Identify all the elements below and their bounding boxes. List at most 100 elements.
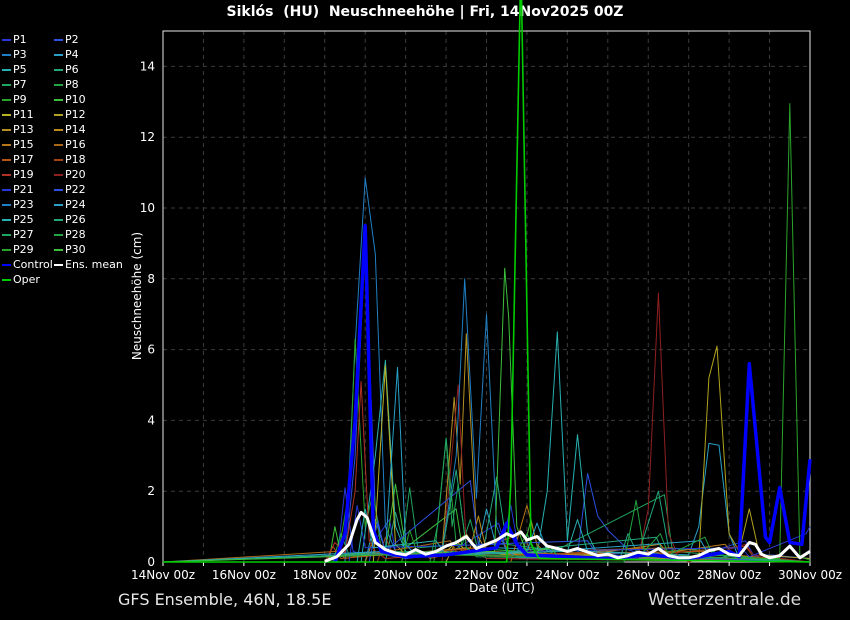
series-p22 <box>163 480 811 563</box>
x-tick-label: 16Nov 00z <box>212 568 276 582</box>
legend-label: P29 <box>13 243 34 256</box>
legend-swatch <box>54 233 63 236</box>
legend-label: P15 <box>13 138 34 151</box>
legend-item-p14: P14 <box>54 122 123 137</box>
legend-swatch <box>54 263 63 266</box>
legend-label: P14 <box>65 123 86 136</box>
series-control <box>333 223 812 563</box>
legend-item-p6: P6 <box>54 62 123 77</box>
legend-item-p10: P10 <box>54 92 123 107</box>
legend-swatch <box>2 203 11 206</box>
legend-label: P17 <box>13 153 34 166</box>
legend-item-p18: P18 <box>54 152 123 167</box>
x-tick-label: 18Nov 00z <box>293 568 357 582</box>
legend-item-oper: Oper <box>2 272 54 287</box>
legend-label: P11 <box>13 108 34 121</box>
legend-label: P2 <box>65 33 79 46</box>
series-oper <box>163 0 811 563</box>
legend-label: P16 <box>65 138 86 151</box>
legend-label: P10 <box>65 93 86 106</box>
legend-label: P1 <box>13 33 27 46</box>
legend-item-p23: P23 <box>2 197 54 212</box>
x-tick-label: 20Nov 00z <box>374 568 438 582</box>
legend-swatch <box>54 128 63 131</box>
legend-item-p8: P8 <box>54 77 123 92</box>
legend-item-p26: P26 <box>54 212 123 227</box>
legend-label: P9 <box>13 93 27 106</box>
legend-item-p22: P22 <box>54 182 123 197</box>
x-tick-label: 28Nov 00z <box>697 568 761 582</box>
legend-item-p4: P4 <box>54 47 123 62</box>
legend-label: P5 <box>13 63 27 76</box>
legend-item-p7: P7 <box>2 77 54 92</box>
footer-model-info: GFS Ensemble, 46N, 18.5E <box>118 590 332 609</box>
legend-item-ens-mean: Ens. mean <box>54 257 123 272</box>
legend-swatch <box>54 248 63 251</box>
legend-swatch <box>54 173 63 176</box>
legend-label: P19 <box>13 168 34 181</box>
y-tick-label: 12 <box>140 130 155 144</box>
legend-label: P27 <box>13 228 34 241</box>
legend-swatch <box>2 128 11 131</box>
legend-label: P3 <box>13 48 27 61</box>
x-tick-label: 24Nov 00z <box>535 568 599 582</box>
legend-item-p25: P25 <box>2 212 54 227</box>
x-tick-label: 30Nov 00z <box>778 568 842 582</box>
legend-label: P12 <box>65 108 86 121</box>
legend-swatch <box>2 233 11 236</box>
series-p27 <box>163 437 811 563</box>
legend: P1 P2 P3 P4 P5 P6 P7 P8 P9 P10 P11 P12 P13 P14 P15 P16 P… <box>2 32 123 287</box>
legend-label: P4 <box>65 48 79 61</box>
legend-swatch <box>54 218 63 221</box>
legend-label: P13 <box>13 123 34 136</box>
legend-label: P28 <box>65 228 86 241</box>
legend-swatch <box>2 83 11 86</box>
series-p29 <box>163 103 811 563</box>
legend-item-p13: P13 <box>2 122 54 137</box>
legend-item-p28: P28 <box>54 227 123 242</box>
y-tick-label: 2 <box>147 484 155 498</box>
legend-swatch <box>54 158 63 161</box>
legend-item-p29: P29 <box>2 242 54 257</box>
y-tick-label: 8 <box>147 272 155 286</box>
y-tick-label: 14 <box>140 59 155 73</box>
y-tick-label: 6 <box>147 343 155 357</box>
legend-swatch <box>54 38 63 41</box>
series-p23 <box>162 278 811 563</box>
legend-swatch <box>2 263 11 266</box>
legend-swatch <box>54 98 63 101</box>
chart-title: Siklós (HU) Neuschneehöhe | Fri, 14Nov20… <box>226 4 624 20</box>
legend-label: P30 <box>65 243 86 256</box>
legend-label: Ens. mean <box>65 258 123 271</box>
legend-swatch <box>2 173 11 176</box>
legend-swatch <box>54 203 63 206</box>
legend-item-p12: P12 <box>54 107 123 122</box>
legend-label: P6 <box>65 63 79 76</box>
legend-item-p1: P1 <box>2 32 54 47</box>
legend-label: P23 <box>13 198 34 211</box>
legend-swatch <box>2 53 11 56</box>
series-p24 <box>162 366 811 563</box>
series-ens-mean <box>324 510 811 563</box>
legend-label: P20 <box>65 168 86 181</box>
legend-item-p9: P9 <box>2 92 54 107</box>
legend-label: P21 <box>13 183 34 196</box>
legend-item-p19: P19 <box>2 167 54 182</box>
x-tick-label: 22Nov 00z <box>454 568 518 582</box>
legend-label: Control <box>13 258 53 271</box>
legend-item-p27: P27 <box>2 227 54 242</box>
legend-swatch <box>2 188 11 191</box>
legend-swatch <box>54 113 63 116</box>
legend-label: P22 <box>65 183 86 196</box>
legend-swatch <box>2 98 11 101</box>
x-tick-label: 26Nov 00z <box>616 568 680 582</box>
legend-label: P24 <box>65 198 86 211</box>
legend-swatch <box>54 68 63 71</box>
legend-item-p11: P11 <box>2 107 54 122</box>
legend-label: P25 <box>13 213 34 226</box>
legend-swatch <box>2 38 11 41</box>
legend-swatch <box>54 53 63 56</box>
legend-swatch <box>2 278 11 281</box>
